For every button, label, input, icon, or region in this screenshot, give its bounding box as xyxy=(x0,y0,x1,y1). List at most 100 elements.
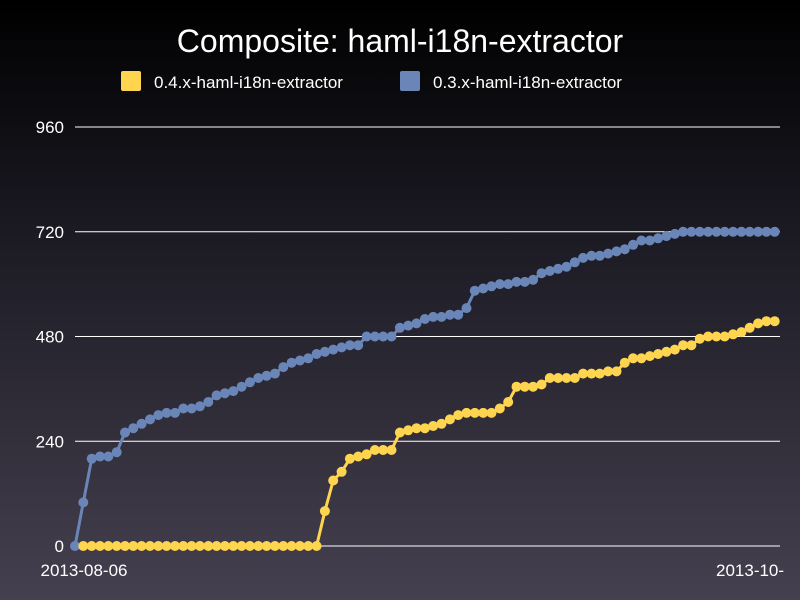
series-0-point xyxy=(444,414,455,425)
series-0-point xyxy=(519,381,530,392)
series-1-point xyxy=(278,362,289,373)
series-1-point xyxy=(386,331,397,342)
series-0-point xyxy=(161,541,172,551)
series-0-point xyxy=(286,541,297,551)
series-0-point xyxy=(753,318,764,329)
series-1-point xyxy=(544,266,555,276)
series-0-point xyxy=(86,541,97,551)
series-0-point xyxy=(253,541,264,551)
series-1-point xyxy=(536,268,547,279)
series-0-point xyxy=(394,427,405,438)
series-0-point xyxy=(361,449,372,460)
series-0-point xyxy=(128,541,139,551)
x-tick-label-start: 2013-08-06 xyxy=(41,561,128,580)
series-1-point xyxy=(519,276,530,287)
series-1-point xyxy=(669,228,680,239)
series-1-point xyxy=(294,355,305,366)
y-tick-label-0: 0 xyxy=(55,537,64,556)
series-0-point xyxy=(170,541,180,551)
series-0-line xyxy=(83,319,775,548)
series-1-point xyxy=(411,318,422,329)
series-0 xyxy=(78,316,780,551)
series-0-point xyxy=(669,344,680,355)
series-1-point xyxy=(353,340,364,351)
series-1-point xyxy=(703,226,714,237)
series-0-point xyxy=(194,541,205,551)
series-1-point xyxy=(569,257,580,268)
series-0-point xyxy=(578,368,589,379)
series-1-point xyxy=(269,368,280,379)
series-1-point xyxy=(611,246,622,257)
series-0-point xyxy=(236,541,247,551)
y-tick-label-480: 480 xyxy=(36,328,64,347)
series-0-point xyxy=(653,349,664,359)
series-0-point xyxy=(461,407,472,418)
series-0-point xyxy=(569,373,580,383)
series-0-point xyxy=(503,397,514,407)
series-0-point xyxy=(178,541,189,551)
series-0-point xyxy=(611,366,622,377)
series-1-point xyxy=(111,447,122,458)
series-0-point xyxy=(469,407,480,418)
legend-label-series-0: 0.4.x-haml-i18n-extractor xyxy=(154,73,343,92)
series-0-point xyxy=(728,329,739,340)
series-1-point xyxy=(719,226,730,237)
series-1-point xyxy=(494,279,505,290)
series-layer xyxy=(70,226,780,551)
series-0-point xyxy=(153,541,164,551)
series-0-point xyxy=(278,541,289,551)
series-1-point xyxy=(478,283,489,294)
series-1-point xyxy=(578,252,589,263)
series-1-point xyxy=(161,407,172,418)
y-tick-label-240: 240 xyxy=(36,432,64,451)
series-1-point xyxy=(694,226,705,237)
series-1-point xyxy=(444,309,455,320)
legend: 0.4.x-haml-i18n-extractor 0.3.x-haml-i18… xyxy=(121,71,622,92)
series-0-point xyxy=(636,353,647,364)
y-gridlines xyxy=(75,126,780,547)
series-0-point xyxy=(686,340,697,351)
series-1-point xyxy=(261,370,272,381)
series-1-point xyxy=(219,388,230,399)
series-1-point xyxy=(653,233,664,244)
legend-label-series-1: 0.3.x-haml-i18n-extractor xyxy=(433,73,622,92)
y-tick-label-720: 720 xyxy=(36,223,64,242)
series-1-point xyxy=(95,451,105,462)
series-0-point xyxy=(719,331,730,342)
series-1-point xyxy=(636,235,647,246)
series-1-point xyxy=(711,226,722,237)
series-0-point xyxy=(528,381,539,392)
series-1-point xyxy=(153,410,164,421)
series-0-point xyxy=(369,445,380,455)
series-0-point xyxy=(244,541,255,551)
series-1-point xyxy=(553,263,564,274)
series-0-point xyxy=(661,346,672,357)
series-1-point xyxy=(211,390,222,401)
series-1-point xyxy=(561,261,572,272)
series-0-point xyxy=(561,373,572,383)
series-1-point xyxy=(436,311,447,322)
series-0-point xyxy=(619,357,630,368)
series-1-point xyxy=(469,285,480,296)
series-1-point xyxy=(728,226,739,237)
y-tick-label-960: 960 xyxy=(36,118,64,137)
series-0-point xyxy=(419,423,430,434)
series-1-point xyxy=(403,320,414,331)
series-0-point xyxy=(319,506,330,517)
series-0-point xyxy=(436,418,447,429)
series-0-point xyxy=(228,541,239,551)
series-0-point xyxy=(303,541,314,551)
series-0-point xyxy=(486,407,497,418)
series-1-point xyxy=(186,403,197,414)
series-1-point xyxy=(244,377,255,388)
series-1-point xyxy=(428,311,439,322)
legend-swatch-series-1 xyxy=(400,71,420,91)
series-1-point xyxy=(303,353,314,364)
series-0-point xyxy=(711,331,722,342)
series-1-point xyxy=(145,414,155,425)
series-1-point xyxy=(736,226,747,237)
legend-swatch-series-0 xyxy=(121,71,141,91)
series-1-point xyxy=(128,423,139,434)
series-0-point xyxy=(311,541,322,551)
